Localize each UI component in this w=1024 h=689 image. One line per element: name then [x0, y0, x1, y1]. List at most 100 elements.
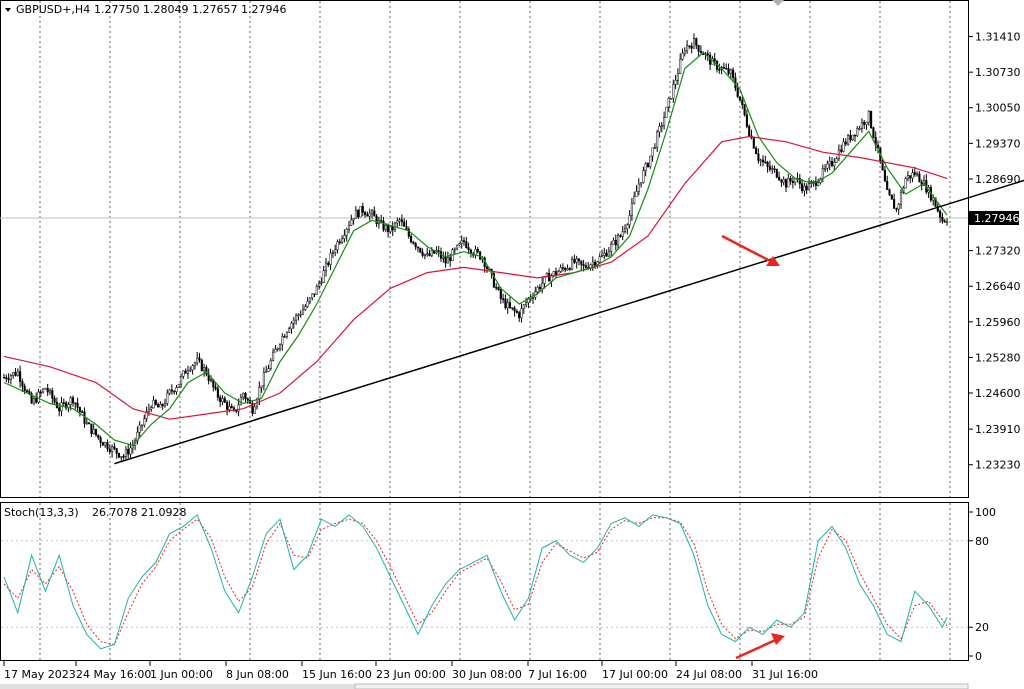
candle-body	[663, 117, 666, 127]
candle-body	[99, 437, 102, 443]
candle-body	[817, 182, 820, 186]
candle-body	[426, 253, 429, 255]
candle-body	[327, 262, 330, 265]
candle-body	[299, 313, 302, 316]
scroll-marker-icon[interactable]	[772, 0, 784, 6]
candle-body	[170, 389, 173, 392]
candle-body	[492, 273, 495, 288]
candle-body	[865, 121, 868, 125]
candle-body	[886, 180, 889, 190]
candle-body	[58, 407, 61, 412]
stoch-panel[interactable]	[0, 502, 969, 661]
candle-body	[525, 302, 528, 306]
candle-body	[830, 160, 834, 166]
candle-body	[642, 170, 645, 183]
main-panel[interactable]	[0, 0, 969, 498]
candle-body	[538, 286, 541, 290]
candle-body	[78, 407, 81, 412]
candle-body	[35, 398, 38, 403]
candle-body	[582, 264, 585, 266]
candle-body	[48, 390, 52, 393]
candle-body	[329, 252, 332, 265]
candle-body	[416, 246, 420, 249]
stoch-values: 26.7078 21.0928	[92, 506, 186, 519]
scrollbar-right[interactable]	[354, 683, 969, 689]
price-axis[interactable]: 1.31410 1.30730 1.30050 1.29370 1.28690 1.273…	[969, 31, 1021, 472]
candle-body	[297, 314, 300, 317]
candle-body	[12, 372, 15, 376]
candle-body	[782, 179, 785, 183]
current-price-tag	[969, 211, 1019, 225]
candle-body	[449, 257, 452, 261]
symbol-label[interactable]: GBPUSD+,H4	[16, 3, 90, 16]
candle-body	[405, 226, 408, 230]
candle-body	[909, 175, 912, 179]
candle-body	[37, 391, 40, 403]
candle-body	[683, 50, 686, 54]
candle-body	[111, 446, 114, 452]
candle-body	[214, 386, 217, 389]
candle-body	[495, 286, 498, 289]
candle-body	[357, 210, 360, 218]
candle-body	[669, 98, 673, 100]
candle-body	[725, 68, 728, 70]
candle-body	[230, 406, 233, 409]
time-axis[interactable]: 17 May 2023 24 May 16:001 Jun 00:00 8 Jun …	[3, 661, 818, 681]
candle-body	[262, 372, 265, 386]
candle-body	[821, 168, 824, 179]
candle-body	[104, 442, 107, 446]
candle-body	[653, 147, 656, 149]
candle-body	[189, 369, 192, 372]
candle-body	[343, 235, 346, 239]
candle-body	[522, 304, 525, 309]
candle-body	[630, 202, 633, 216]
time-tick-label: 17 Jul 00:00	[602, 668, 668, 681]
candle-body	[791, 180, 794, 183]
scrollbar-left[interactable]	[0, 684, 355, 689]
candle-body	[853, 134, 857, 137]
candle-body	[306, 301, 309, 307]
candle-body	[559, 267, 562, 272]
candle-body	[251, 403, 254, 414]
candle-body	[789, 178, 792, 182]
price-tick-label: 1.27320	[975, 245, 1021, 258]
candle-body	[97, 434, 100, 438]
candle-body	[163, 403, 167, 407]
candle-body	[847, 134, 850, 145]
trendline[interactable]	[114, 176, 1024, 465]
candle-body	[738, 96, 742, 101]
candle-body	[338, 241, 341, 243]
dropdown-icon[interactable]	[5, 8, 11, 12]
candle-body	[313, 293, 316, 296]
candle-body	[761, 159, 765, 163]
candle-body	[692, 38, 696, 49]
candle-body	[651, 147, 654, 157]
price-tick-label: 1.25280	[975, 351, 1021, 364]
candle-body	[444, 256, 447, 264]
stoch-tick-label: 0	[975, 650, 982, 663]
candle-body	[508, 302, 512, 308]
candle-body	[209, 379, 213, 382]
candle-body	[628, 215, 631, 226]
candle-body	[71, 397, 75, 404]
candle-body	[844, 141, 847, 145]
candle-body	[5, 377, 8, 380]
candle-body	[384, 225, 387, 231]
candle-body	[801, 183, 804, 192]
candle-body	[458, 243, 461, 246]
candle-body	[272, 351, 275, 361]
candle-body	[92, 428, 95, 434]
candle-body	[16, 371, 19, 376]
candle-body	[336, 241, 339, 250]
candle-body	[890, 194, 893, 200]
candle-body	[784, 179, 788, 188]
candle-body	[276, 348, 279, 350]
candle-body	[410, 236, 413, 243]
candle-body	[851, 134, 854, 141]
candle-body	[39, 391, 42, 394]
price-tick-label: 1.28690	[975, 173, 1021, 186]
candle-body	[191, 365, 194, 371]
candle-body	[290, 322, 293, 329]
candle-body	[442, 256, 445, 259]
